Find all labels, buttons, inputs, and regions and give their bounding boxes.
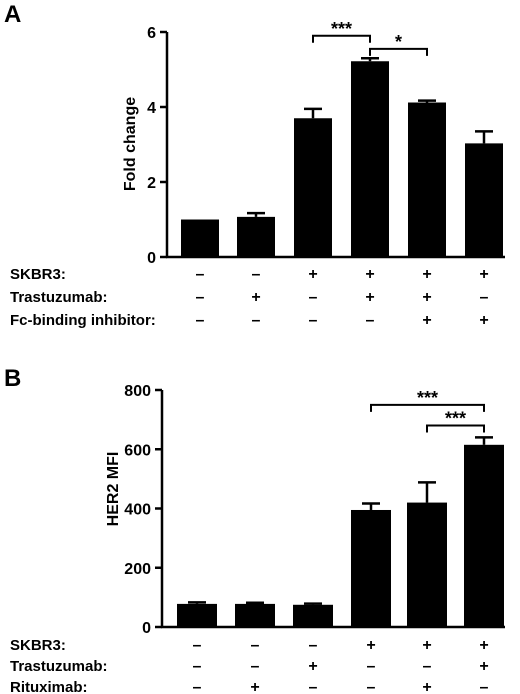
plus-symbol: + xyxy=(365,289,374,306)
significance-label: *** xyxy=(331,19,352,39)
bar xyxy=(465,143,503,257)
y-axis-title-a: Fold change xyxy=(122,97,139,191)
plus-symbol: + xyxy=(308,658,317,675)
plus-symbol: + xyxy=(422,679,431,694)
minus-symbol: – xyxy=(252,266,261,283)
panel-b: B HER2 MFI 0 200 400 600 800 *** *** SKBR3: – –… xyxy=(4,365,505,694)
minus-symbol: – xyxy=(251,637,260,654)
minus-symbol: – xyxy=(423,658,432,675)
minus-symbol: – xyxy=(193,679,202,694)
y-tick-label: 2 xyxy=(147,175,156,192)
significance-bracket xyxy=(370,403,485,412)
bar xyxy=(464,444,504,627)
condition-label: Fc-binding inhibitor: xyxy=(10,312,156,329)
bar xyxy=(293,604,333,627)
y-tick-label: 400 xyxy=(124,502,151,519)
significance-a: **** xyxy=(312,19,428,56)
bars-b xyxy=(177,436,504,627)
minus-symbol: – xyxy=(367,679,376,694)
plus-symbol: + xyxy=(308,266,317,283)
minus-symbol: – xyxy=(193,658,202,675)
conditions-b: SKBR3: – – – + + + Trastuzumab: – – + – – + Rituximab:… xyxy=(10,637,489,694)
plus-symbol: + xyxy=(422,637,431,654)
plus-symbol: + xyxy=(479,637,488,654)
bar xyxy=(237,216,275,257)
plus-symbol: + xyxy=(366,637,375,654)
significance-bracket xyxy=(369,47,428,56)
bar xyxy=(235,603,275,627)
conditions-a: SKBR3: – – + + + + Trastuzumab: – + – + + – Fc-binding… xyxy=(10,266,489,329)
plus-symbol: + xyxy=(422,266,431,283)
plus-symbol: + xyxy=(422,312,431,329)
minus-symbol: – xyxy=(193,637,202,654)
minus-symbol: – xyxy=(196,266,205,283)
bar xyxy=(177,603,217,627)
panel-letter-a: A xyxy=(4,1,21,28)
significance-label: *** xyxy=(417,388,438,408)
bars-a xyxy=(181,57,503,257)
bar xyxy=(408,102,446,257)
significance-label: * xyxy=(395,32,402,52)
minus-symbol: – xyxy=(480,679,489,694)
plus-symbol: + xyxy=(479,658,488,675)
minus-symbol: – xyxy=(196,289,205,306)
y-tick-label: 0 xyxy=(147,250,156,267)
y-tick-label: 600 xyxy=(124,442,151,459)
plus-symbol: + xyxy=(479,266,488,283)
condition-label: Trastuzumab: xyxy=(10,289,108,306)
minus-symbol: – xyxy=(367,658,376,675)
condition-label: SKBR3: xyxy=(10,266,66,283)
y-tick-label: 800 xyxy=(124,383,151,400)
minus-symbol: – xyxy=(309,312,318,329)
minus-symbol: – xyxy=(252,312,261,329)
bar xyxy=(351,509,391,627)
minus-symbol: – xyxy=(366,312,375,329)
y-tick-label: 0 xyxy=(142,620,151,637)
bar xyxy=(407,502,447,627)
plus-symbol: + xyxy=(365,266,374,283)
condition-label: Trastuzumab: xyxy=(10,658,108,675)
significance-bracket xyxy=(426,424,485,433)
significance-b: *** *** xyxy=(370,388,485,433)
y-ticks-a: 0 2 4 6 xyxy=(147,25,167,267)
minus-symbol: – xyxy=(196,312,205,329)
plus-symbol: + xyxy=(479,312,488,329)
condition-label: Rituximab: xyxy=(10,679,88,694)
y-axis-title-b: HER2 MFI xyxy=(105,452,122,527)
plus-symbol: + xyxy=(422,289,431,306)
plus-symbol: + xyxy=(250,679,259,694)
panel-letter-b: B xyxy=(4,365,21,392)
y-tick-label: 200 xyxy=(124,561,151,578)
plus-symbol: + xyxy=(251,289,260,306)
bar xyxy=(181,219,219,257)
y-tick-label: 4 xyxy=(147,100,156,117)
significance-bracket xyxy=(312,34,371,43)
minus-symbol: – xyxy=(480,289,489,306)
condition-label: SKBR3: xyxy=(10,637,66,654)
significance-label: *** xyxy=(445,409,466,429)
y-tick-label: 6 xyxy=(147,25,156,42)
minus-symbol: – xyxy=(251,658,260,675)
bar xyxy=(294,118,332,257)
minus-symbol: – xyxy=(309,289,318,306)
y-ticks-b: 0 200 400 600 800 xyxy=(124,383,162,637)
bar xyxy=(351,61,389,257)
minus-symbol: – xyxy=(309,679,318,694)
minus-symbol: – xyxy=(309,637,318,654)
